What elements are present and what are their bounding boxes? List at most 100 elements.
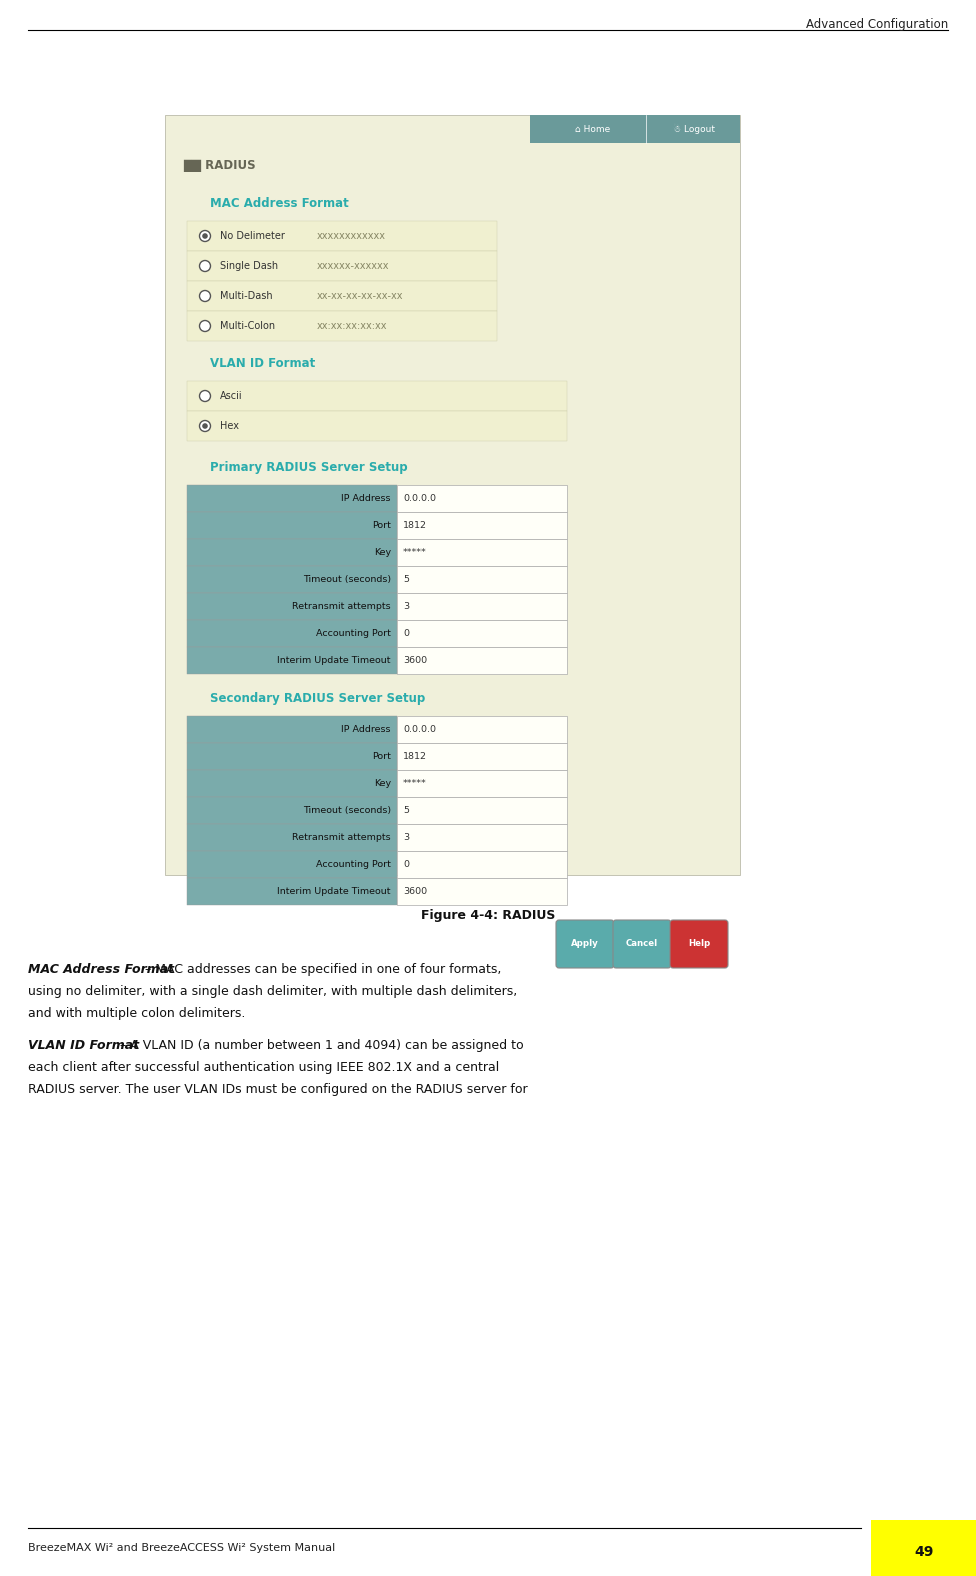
Circle shape: [199, 260, 211, 271]
Circle shape: [202, 233, 208, 240]
Text: Advanced Configuration: Advanced Configuration: [806, 17, 948, 32]
Circle shape: [199, 421, 211, 432]
Bar: [871, 1519, 976, 1576]
Text: Interim Update Timeout: Interim Update Timeout: [277, 656, 391, 665]
Bar: [187, 797, 397, 824]
Text: Multi-Colon: Multi-Colon: [220, 322, 275, 331]
Text: 0: 0: [403, 860, 409, 868]
Text: RADIUS server. The user VLAN IDs must be configured on the RADIUS server for: RADIUS server. The user VLAN IDs must be…: [28, 1083, 528, 1095]
Bar: [397, 824, 567, 851]
Text: No Delimeter: No Delimeter: [220, 232, 285, 241]
Text: 0.0.0.0: 0.0.0.0: [403, 493, 436, 503]
Text: 1812: 1812: [403, 752, 427, 761]
Text: Ascii: Ascii: [220, 391, 243, 400]
Bar: [397, 716, 567, 742]
Text: 3600: 3600: [403, 887, 427, 897]
Text: Multi-Dash: Multi-Dash: [220, 292, 272, 301]
Text: MAC Address Format: MAC Address Format: [210, 197, 348, 210]
Text: *****: *****: [403, 548, 427, 556]
Text: – MAC addresses can be specified in one of four formats,: – MAC addresses can be specified in one …: [142, 963, 502, 976]
Text: Retransmit attempts: Retransmit attempts: [293, 834, 391, 842]
Text: Secondary RADIUS Server Setup: Secondary RADIUS Server Setup: [210, 692, 426, 704]
Bar: [397, 566, 567, 593]
Bar: [397, 512, 567, 539]
Text: VLAN ID Format: VLAN ID Format: [210, 356, 315, 369]
Bar: [397, 742, 567, 771]
Text: 49: 49: [915, 1544, 934, 1559]
Bar: [397, 878, 567, 905]
Text: Port: Port: [372, 752, 391, 761]
Text: xx-xx-xx-xx-xx-xx: xx-xx-xx-xx-xx-xx: [317, 292, 403, 301]
Text: *****: *****: [403, 779, 427, 788]
Text: MAC Address Format: MAC Address Format: [28, 963, 174, 976]
FancyBboxPatch shape: [556, 920, 614, 968]
Bar: [397, 648, 567, 675]
Text: xx:xx:xx:xx:xx: xx:xx:xx:xx:xx: [317, 322, 387, 331]
Bar: [187, 281, 497, 310]
Bar: [187, 878, 397, 905]
Bar: [397, 619, 567, 648]
Bar: [187, 251, 497, 281]
Bar: [187, 381, 567, 411]
Bar: [397, 851, 567, 878]
Bar: [187, 851, 397, 878]
Circle shape: [199, 230, 211, 241]
Bar: [187, 485, 397, 512]
FancyBboxPatch shape: [670, 920, 728, 968]
Text: Timeout (seconds): Timeout (seconds): [303, 575, 391, 585]
Text: Hex: Hex: [220, 421, 239, 430]
Text: 0: 0: [403, 629, 409, 638]
Bar: [530, 115, 740, 143]
Text: VLAN ID Format: VLAN ID Format: [28, 1039, 140, 1053]
Text: 3: 3: [403, 834, 409, 842]
Text: Timeout (seconds): Timeout (seconds): [303, 805, 391, 815]
Text: Apply: Apply: [571, 939, 599, 949]
Text: Interim Update Timeout: Interim Update Timeout: [277, 887, 391, 897]
Text: using no delimiter, with a single dash delimiter, with multiple dash delimiters,: using no delimiter, with a single dash d…: [28, 985, 517, 998]
Bar: [187, 824, 397, 851]
Bar: [187, 539, 397, 566]
Text: Primary RADIUS Server Setup: Primary RADIUS Server Setup: [210, 460, 408, 473]
Text: ⌂ Home: ⌂ Home: [576, 125, 611, 134]
Bar: [397, 593, 567, 619]
Text: ██ RADIUS: ██ RADIUS: [183, 159, 256, 172]
Bar: [187, 411, 567, 441]
Text: Single Dash: Single Dash: [220, 262, 278, 271]
Text: 3600: 3600: [403, 656, 427, 665]
Text: Key: Key: [374, 779, 391, 788]
Bar: [187, 619, 397, 648]
Bar: [187, 310, 497, 340]
Bar: [397, 539, 567, 566]
Bar: [187, 771, 397, 797]
Text: and with multiple colon delimiters.: and with multiple colon delimiters.: [28, 1007, 245, 1020]
Bar: [187, 648, 397, 675]
Bar: [187, 512, 397, 539]
Bar: [187, 593, 397, 619]
Bar: [187, 221, 497, 251]
Bar: [397, 771, 567, 797]
Bar: [187, 566, 397, 593]
Circle shape: [199, 290, 211, 301]
Text: Port: Port: [372, 522, 391, 530]
Text: BreezeMAX Wi² and BreezeACCESS Wi² System Manual: BreezeMAX Wi² and BreezeACCESS Wi² Syste…: [28, 1543, 335, 1552]
Circle shape: [202, 424, 208, 429]
Text: Cancel: Cancel: [626, 939, 658, 949]
Text: Accounting Port: Accounting Port: [316, 629, 391, 638]
Text: 1812: 1812: [403, 522, 427, 530]
Text: 3: 3: [403, 602, 409, 611]
Text: Key: Key: [374, 548, 391, 556]
Bar: [165, 115, 740, 875]
FancyBboxPatch shape: [613, 920, 671, 968]
Text: 5: 5: [403, 575, 409, 585]
Text: 5: 5: [403, 805, 409, 815]
Text: Accounting Port: Accounting Port: [316, 860, 391, 868]
Bar: [397, 485, 567, 512]
Text: IP Address: IP Address: [342, 725, 391, 734]
Bar: [187, 742, 397, 771]
Text: Retransmit attempts: Retransmit attempts: [293, 602, 391, 611]
Text: xxxxxx-xxxxxx: xxxxxx-xxxxxx: [317, 262, 389, 271]
Text: Help: Help: [688, 939, 711, 949]
Text: Figure 4-4: RADIUS: Figure 4-4: RADIUS: [421, 908, 555, 922]
Bar: [187, 716, 397, 742]
Text: ☃ Logout: ☃ Logout: [672, 125, 714, 134]
